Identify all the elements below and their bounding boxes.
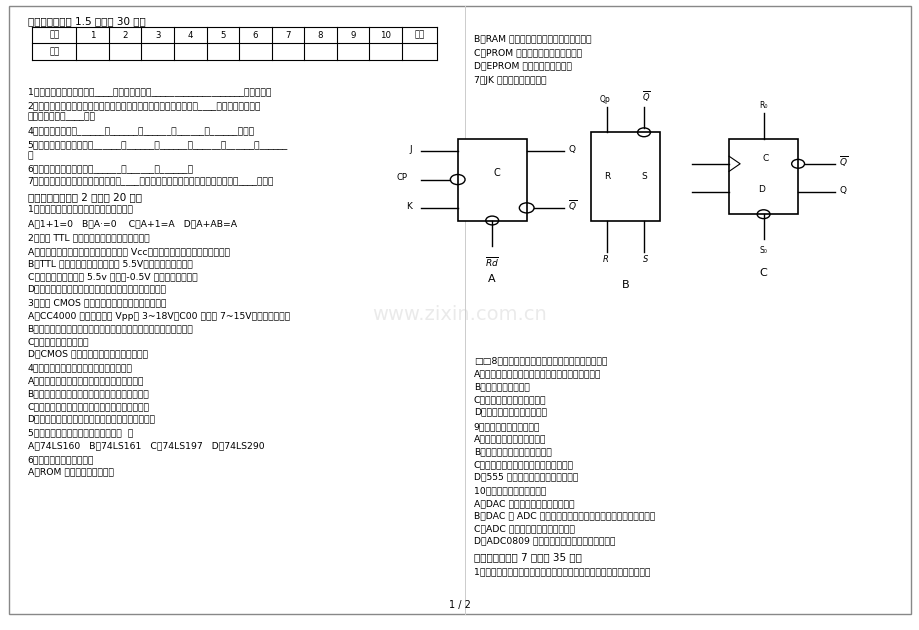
Text: 10: 10 <box>380 31 391 40</box>
Text: 5、常见的组合逻辑电路有______、______、______、______、______、______: 5、常见的组合逻辑电路有______、______、______、______、… <box>28 140 288 149</box>
Text: $\overline{Rd}$: $\overline{Rd}$ <box>484 255 499 269</box>
Text: 10、下列说法错误的是（）: 10、下列说法错误的是（） <box>473 486 546 495</box>
Text: B、RAM 的主要指标为存贮容量和存取时间: B、RAM 的主要指标为存贮容量和存取时间 <box>473 35 591 43</box>
Text: D、EPROM 的信息可以反复修改: D、EPROM 的信息可以反复修改 <box>473 62 571 71</box>
Text: C、时序逻辑电路的输出状态只与当时的输入有关: C、时序逻辑电路的输出状态只与当时的输入有关 <box>28 402 150 411</box>
Text: 三、简答（每题 7 分，共 35 分）: 三、简答（每题 7 分，共 35 分） <box>473 553 581 563</box>
Text: C、不能将正弦波变为矩形波: C、不能将正弦波变为矩形波 <box>473 395 546 404</box>
Text: A、ROM 分为静态和动态两种: A、ROM 分为静态和动态两种 <box>28 467 113 476</box>
Text: $\overline{Q}$: $\overline{Q}$ <box>568 198 576 214</box>
Text: C、输出端可以并联使用: C、输出端可以并联使用 <box>28 337 89 346</box>
Text: $\overline{Q}$: $\overline{Q}$ <box>641 89 650 104</box>
Text: 4、逻辑函数可以用______、______、______、______、______来描述: 4、逻辑函数可以用______、______、______、______、___… <box>28 126 255 135</box>
Text: B、TTL 门电路电源电压不得超过 5.5V，电源与地严禁反接: B、TTL 门电路电源电压不得超过 5.5V，电源与地严禁反接 <box>28 260 192 268</box>
Text: D: D <box>757 185 765 193</box>
Text: D、ADC0809 可以将多路模拟信号转化为数字量: D、ADC0809 可以将多路模拟信号转化为数字量 <box>473 537 615 546</box>
Text: 题号: 题号 <box>49 31 60 40</box>
Text: B、DAC 和 ADC 的主要技术指标有分辨率、转换误差和转换速度: B、DAC 和 ADC 的主要技术指标有分辨率、转换误差和转换速度 <box>473 512 654 520</box>
Text: 等: 等 <box>28 151 33 160</box>
Bar <box>591 132 660 220</box>
Text: C、输入端不能与超过 5.5v 和低于-0.5V 的低内阔电源相接: C、输入端不能与超过 5.5v 和低于-0.5V 的低内阔电源相接 <box>28 272 197 281</box>
Text: A、数字电路分为组合逻辑电路和时序逻辑电路: A、数字电路分为组合逻辑电路和时序逻辑电路 <box>28 377 143 386</box>
Text: 1、关于逻辑运算，下列式子错误的是（）: 1、关于逻辑运算，下列式子错误的是（） <box>28 205 132 214</box>
Text: 3、关于 CMOS 集成电路，下列说法错误的是（）: 3、关于 CMOS 集成电路，下列说法错误的是（） <box>28 299 165 307</box>
Text: 二、选择题（每题 2 分，共 20 分）: 二、选择题（每题 2 分，共 20 分） <box>28 192 142 202</box>
Text: 5、下列属于十进制异步计数器的是（  ）: 5、下列属于十进制异步计数器的是（ ） <box>28 428 132 437</box>
Text: C: C <box>493 168 500 178</box>
Text: 5: 5 <box>220 31 225 40</box>
Text: A、上升沿和下降沿的转折电压不同，存在回差电压: A、上升沿和下降沿的转折电压不同，存在回差电压 <box>473 370 600 379</box>
Text: B、输入端接低内阔大电容时，需在输入端和信号源之间串联流电阔: B、输入端接低内阔大电容时，需在输入端和信号源之间串联流电阔 <box>28 324 193 333</box>
Text: www.zixin.com.cn: www.zixin.com.cn <box>372 306 547 324</box>
Text: 1、数字电路主要处理的是____信号，它一般用____________________代码表示。: 1、数字电路主要处理的是____信号，它一般用_________________… <box>28 87 271 96</box>
Bar <box>458 139 526 220</box>
Text: Q: Q <box>568 145 574 154</box>
Text: 1: 1 <box>90 31 96 40</box>
Text: 4、关于数字电路，下列说法错误的是（）: 4、关于数字电路，下列说法错误的是（） <box>28 364 132 372</box>
Text: CP: CP <box>396 173 407 182</box>
Text: 7、JK 触发器的符号是（）: 7、JK 触发器的符号是（） <box>473 76 546 84</box>
Text: 7、在模拟电路中，晶体管主要工作在____状态；在数字电路中，晶体管主要工作在____状态。: 7、在模拟电路中，晶体管主要工作在____状态；在数字电路中，晶体管主要工作在_… <box>28 176 274 185</box>
Text: 1 / 2: 1 / 2 <box>448 600 471 610</box>
Text: D、CMOS 集成电路的多余管脚不允许悬空: D、CMOS 集成电路的多余管脚不允许悬空 <box>28 350 147 358</box>
Text: 总分: 总分 <box>414 31 425 40</box>
Text: D、可以进行脆冲整形和整幅: D、可以进行脆冲整形和整幅 <box>473 408 546 416</box>
Text: D、时序逻辑电路的输出状态还与上一次的输出有关: D、时序逻辑电路的输出状态还与上一次的输出有关 <box>28 415 155 423</box>
Text: A、74LS160   B、74LS161   C、74LS197   D、74LS290: A、74LS160 B、74LS161 C、74LS197 D、74LS290 <box>28 441 264 450</box>
Text: 3: 3 <box>155 31 160 40</box>
Text: D、555 集成电路不能构成多谐振荡器: D、555 集成电路不能构成多谐振荡器 <box>473 472 577 481</box>
Text: □□8、关于施密特触发器，下列说法错误的是（）: □□8、关于施密特触发器，下列说法错误的是（） <box>473 356 607 365</box>
Text: 8: 8 <box>318 31 323 40</box>
Text: 的数字编码常用____码。: 的数字编码常用____码。 <box>28 112 96 121</box>
Text: R: R <box>604 172 609 181</box>
Text: B、输出电压波形很陶: B、输出电压波形很陶 <box>473 382 529 391</box>
Text: S: S <box>642 255 648 264</box>
Text: 6、下列说法错误的是（）: 6、下列说法错误的是（） <box>28 455 94 464</box>
Text: 6: 6 <box>253 31 258 40</box>
Text: 分数: 分数 <box>49 47 60 56</box>
Text: S₀: S₀ <box>759 246 766 255</box>
Text: 2、在数字电路中，通常用四位二进制代码表示一位十进制数，这就是____码。而字母字符等: 2、在数字电路中，通常用四位二进制代码表示一位十进制数，这就是____码。而字母… <box>28 101 261 110</box>
Text: C: C <box>759 268 766 278</box>
Text: R₀: R₀ <box>758 101 767 110</box>
Text: A、多谐振荡器有两个暂稳态: A、多谐振荡器有两个暂稳态 <box>473 435 546 444</box>
Text: S: S <box>641 172 646 181</box>
Bar <box>729 139 798 214</box>
Text: B、多谐振荡器可以产生矩形波: B、多谐振荡器可以产生矩形波 <box>473 447 551 456</box>
Text: B: B <box>621 280 629 290</box>
Text: 2、关于 TTL 门电路，下列说法错误的是（）: 2、关于 TTL 门电路，下列说法错误的是（） <box>28 233 149 242</box>
Text: 4: 4 <box>187 31 193 40</box>
Text: R: R <box>602 255 607 264</box>
Text: 2: 2 <box>122 31 128 40</box>
Text: B、组合逻辑电路的输出状态只与当时的输入有关: B、组合逻辑电路的输出状态只与当时的输入有关 <box>28 389 149 398</box>
Text: C: C <box>762 154 767 163</box>
Text: C、石英晶体多谐振荡器频率稳定性极高: C、石英晶体多谐振荡器频率稳定性极高 <box>473 460 573 469</box>
Text: Qp: Qp <box>599 95 610 104</box>
Text: K: K <box>405 202 412 210</box>
Text: A、CC4000 系列电源电压 Vpp为 3~18V；C00 系列为 7~15V，极性严禁接反: A、CC4000 系列电源电压 Vpp为 3~18V；C00 系列为 7~15V… <box>28 312 289 321</box>
Text: Q: Q <box>839 186 845 195</box>
Text: 9、下列说法错误的是（）: 9、下列说法错误的是（） <box>473 422 539 431</box>
Text: C、ADC 可以将模拟量转化为数字量: C、ADC 可以将模拟量转化为数字量 <box>473 524 574 533</box>
Text: 9: 9 <box>350 31 356 40</box>
Text: 一、填空（每空 1.5 分，共 30 分）: 一、填空（每空 1.5 分，共 30 分） <box>28 16 145 26</box>
Text: A、1+1=0   B、A·=0    C、A+1=A   D、A+AB=A: A、1+1=0 B、A·=0 C、A+1=A D、A+AB=A <box>28 219 236 228</box>
Text: 1、画出与非门的逻辑符号，列出与非门的真値表，并说明与非门的特点: 1、画出与非门的逻辑符号，列出与非门的真値表，并说明与非门的特点 <box>473 567 650 576</box>
Text: J: J <box>409 145 412 154</box>
Text: A、或门和或非门多余管脚可通过电阔与 Vcc相连；与门和与非门多余管脚接地: A、或门和或非门多余管脚可通过电阔与 Vcc相连；与门和与非门多余管脚接地 <box>28 247 230 256</box>
Text: A、DAC 可以将模拟量转化为数字量: A、DAC 可以将模拟量转化为数字量 <box>473 499 573 508</box>
Text: A: A <box>488 274 495 284</box>
Text: D、输出端不允许与地或者电源短路，应用时应串接电阔: D、输出端不允许与地或者电源短路，应用时应串接电阔 <box>28 285 166 294</box>
Text: $\overline{Q}$: $\overline{Q}$ <box>839 154 847 169</box>
Text: C、PROM 中的信息一旦写入不能修改: C、PROM 中的信息一旦写入不能修改 <box>473 49 582 57</box>
Text: 6、常见的时序逻辑电路有______、______和______。: 6、常见的时序逻辑电路有______、______和______。 <box>28 164 194 173</box>
Text: 7: 7 <box>285 31 290 40</box>
